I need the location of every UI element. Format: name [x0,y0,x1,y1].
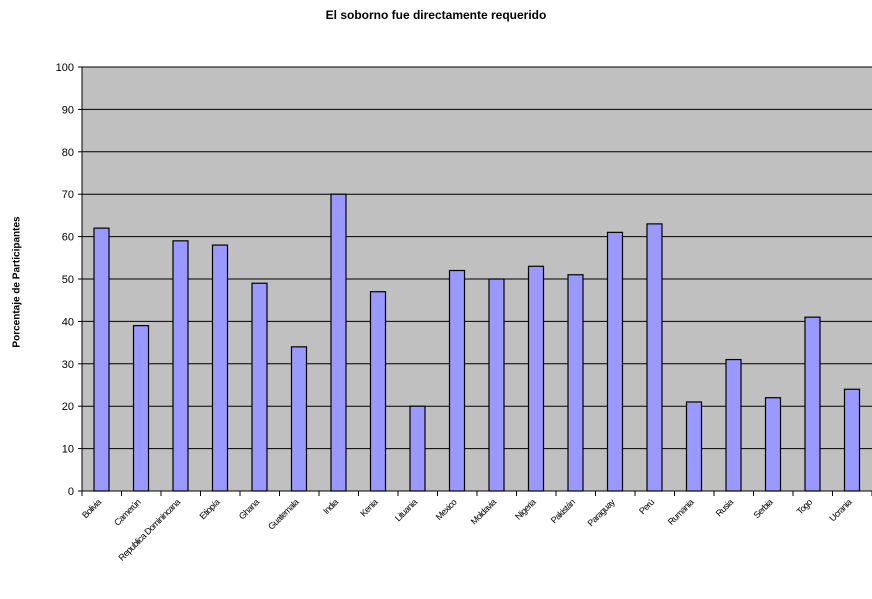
x-tick-label: Kenia [358,497,380,519]
y-tick-label: 0 [68,486,74,498]
bar-etiop-a [211,244,229,492]
x-tick-label: Serbia [751,497,774,520]
y-tick-label: 10 [62,444,74,456]
x-tick-label: Paraguay [585,497,617,529]
y-tick-labels: 0 10 20 30 40 50 60 70 80 90 100 [56,62,74,498]
x-tick-label: Mexico [434,497,459,522]
y-tick-label: 20 [62,401,74,413]
bar-camer-n [132,325,150,492]
x-tick-label: Ucrania [827,497,853,523]
bar-lituania [409,405,426,492]
x-tick-label: Perú [637,497,656,516]
bar-india [330,193,347,492]
x-tick-label: Togo [795,497,815,517]
bar-paraguay [606,231,624,492]
y-tick-label: 90 [62,104,74,116]
x-tick-label: Moldavia [469,497,499,527]
bar-guatemala [290,346,308,492]
bar-ucrania [843,388,861,492]
bar-serbia [764,397,782,492]
bar-togo [804,316,821,492]
axes [78,66,872,496]
y-tick-label: 50 [62,274,74,286]
x-tick-label: India [321,497,340,516]
y-tick-label: 80 [62,147,74,159]
x-tick-label: Etiopía [197,497,221,521]
bar-per- [646,223,663,492]
bar-rusia [725,358,742,492]
bar-moldavia [488,278,505,492]
x-tick-label: Rusia [714,497,736,519]
bar-ghana [251,282,268,492]
bar-nigeria [527,265,545,492]
y-tick-label: 70 [62,189,74,201]
y-tick-label: 40 [62,316,74,328]
bar-rumania [685,401,703,492]
bar-pakist-n [567,274,584,492]
bar-mexico [448,269,466,492]
x-tick-label: Rumania [666,497,696,527]
x-tick-label: Guatemala [266,497,301,532]
chart-title: El soborno fue directamente requerido [325,8,547,22]
bar-republica-dominincana [172,240,189,492]
x-tick-label: Lituania [393,497,419,523]
x-tick-label: Ghana [237,497,261,521]
bar-bolivia [93,227,110,492]
y-tick-label: 60 [62,232,74,244]
x-tick-label: Bolivia [80,497,103,520]
bar-kenia [369,291,387,492]
bars [93,193,861,492]
x-tick-label: Camerún [112,497,143,528]
y-tick-label: 30 [62,359,74,371]
x-tick-label: Pakistán [549,497,578,526]
y-tick-label: 100 [56,62,74,74]
x-tick-label: Nigeria [513,497,538,522]
